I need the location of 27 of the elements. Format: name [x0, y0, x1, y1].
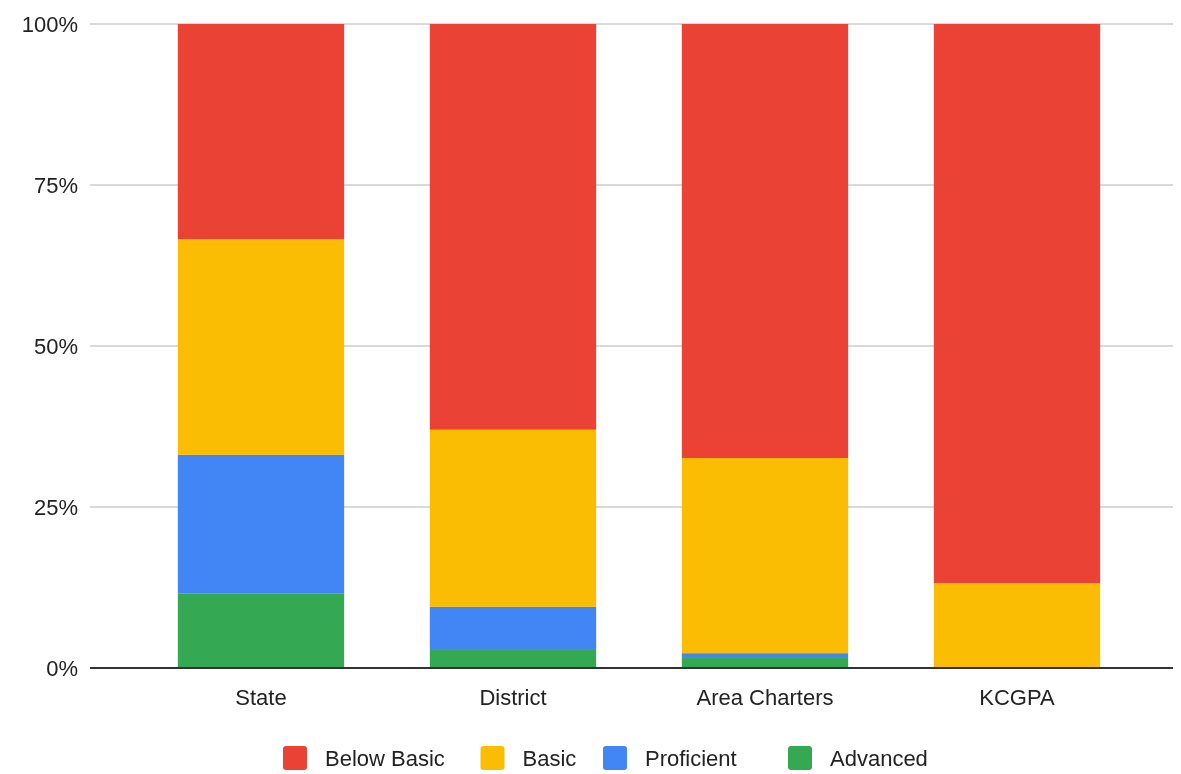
- bar: [429, 606, 597, 650]
- bar: [177, 24, 345, 240]
- legend-label: Advanced: [830, 745, 928, 771]
- bar: [177, 239, 345, 455]
- bar: [681, 458, 849, 654]
- bar: [933, 24, 1101, 583]
- bar: [177, 593, 345, 668]
- x-tick-label: Area Charters: [696, 685, 834, 710]
- bar: [681, 657, 849, 668]
- x-tick-label: District: [479, 685, 547, 710]
- y-tick-label: 0%: [46, 655, 78, 681]
- y-tick-label: 75%: [33, 172, 78, 198]
- legend-label: Below Basic: [325, 745, 445, 771]
- y-tick-label: 50%: [33, 333, 78, 359]
- y-tick-label: 25%: [33, 494, 78, 520]
- bar: [429, 649, 597, 668]
- y-tick-label: 100%: [21, 11, 78, 37]
- bar: [429, 24, 597, 430]
- bar: [177, 454, 345, 594]
- bar: [933, 582, 1101, 668]
- legend-label: Basic: [522, 745, 577, 771]
- bar: [681, 653, 849, 658]
- legend-label: Proficient: [645, 745, 737, 771]
- bar: [681, 24, 849, 459]
- x-tick-label: KCGPA: [979, 685, 1056, 710]
- x-tick-label: State: [235, 685, 287, 710]
- bar: [429, 429, 597, 607]
